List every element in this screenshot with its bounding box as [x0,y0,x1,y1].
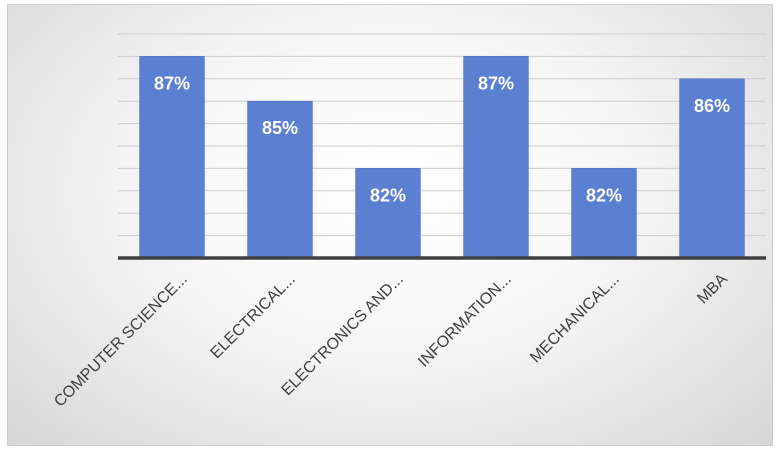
bar [247,100,313,259]
data-labels: 87% 85% 82% 87% 82% 86% [154,73,730,205]
data-label: 86% [694,96,730,116]
bars [139,56,745,259]
data-label: 82% [370,185,406,205]
x-tick-labels: COMPUTER SCIENCE... ELECTRICAL...ELECTRON… [51,271,731,411]
x-tick-label: MECHANICAL... [527,271,623,367]
x-tick-label: ELECTRONICS AND... [278,271,406,399]
bar [571,168,637,259]
bar-chart: 87%85%82%87%82%86% COMPUTER SCIENCE... EL… [51,33,766,411]
data-label: 82% [586,185,622,205]
bar [355,168,421,259]
data-label: 87% [154,73,190,93]
bar [139,56,205,259]
chart-area: 87% 85% 82% 87% 82% 86% COMPUTER SCIENCE... EL… [7,4,773,446]
gridlines [118,33,766,237]
x-tick-label: MBA [694,271,731,308]
data-label: 87% [478,73,514,93]
x-tick-label: ELECTRICAL... [208,271,299,362]
x-tick-label: COMPUTER SCIENCE... [51,271,191,411]
data-label: 85% [262,118,298,138]
bar [679,78,745,259]
x-tick-label: INFORMATION... [415,271,515,371]
